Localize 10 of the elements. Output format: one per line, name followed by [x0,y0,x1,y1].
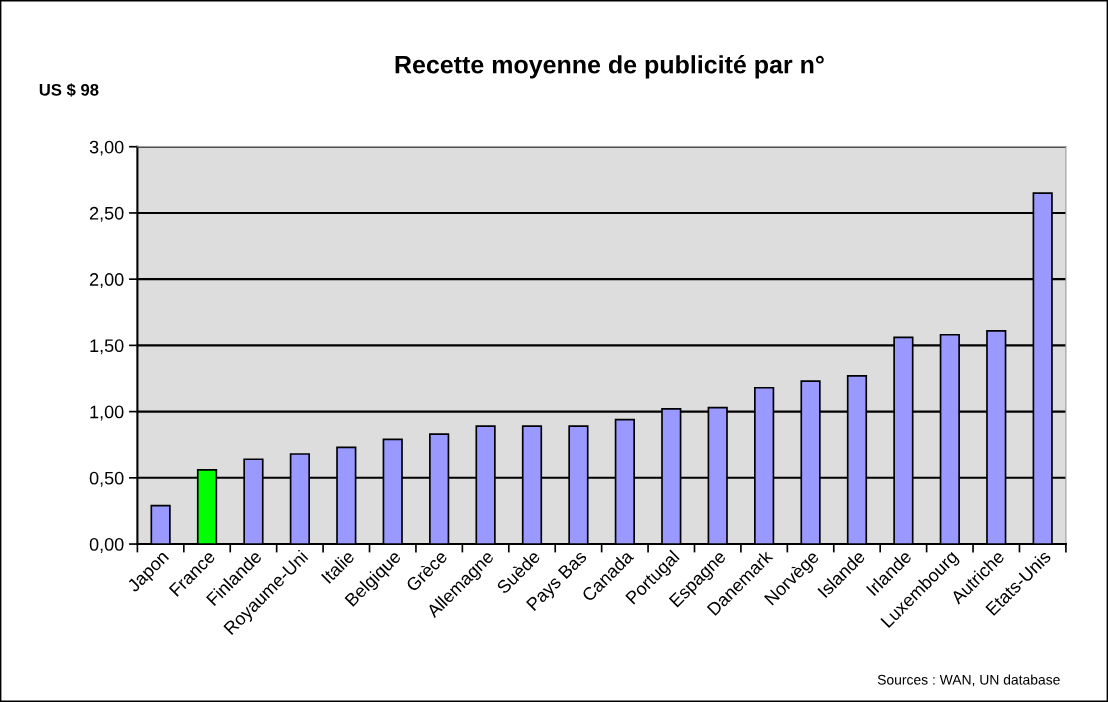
y-tick-label: 1,50 [90,339,124,355]
y-tick-label: 1,00 [90,405,124,421]
y-tick-label: 0,50 [89,471,124,487]
chart-title: Recette moyenne de publicité par n° [395,54,824,79]
y-tick-label: 2,00 [89,273,124,289]
y-axis-title: US $ 98 [39,83,99,97]
y-tick-label: 3,00 [89,140,124,156]
y-tick-label: 2,50 [89,206,124,222]
y-tick-label: 0,00 [89,537,124,553]
source-note: Sources : WAN, UN database [877,674,1060,687]
